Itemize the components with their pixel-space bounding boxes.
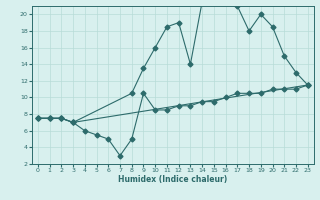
X-axis label: Humidex (Indice chaleur): Humidex (Indice chaleur) (118, 175, 228, 184)
